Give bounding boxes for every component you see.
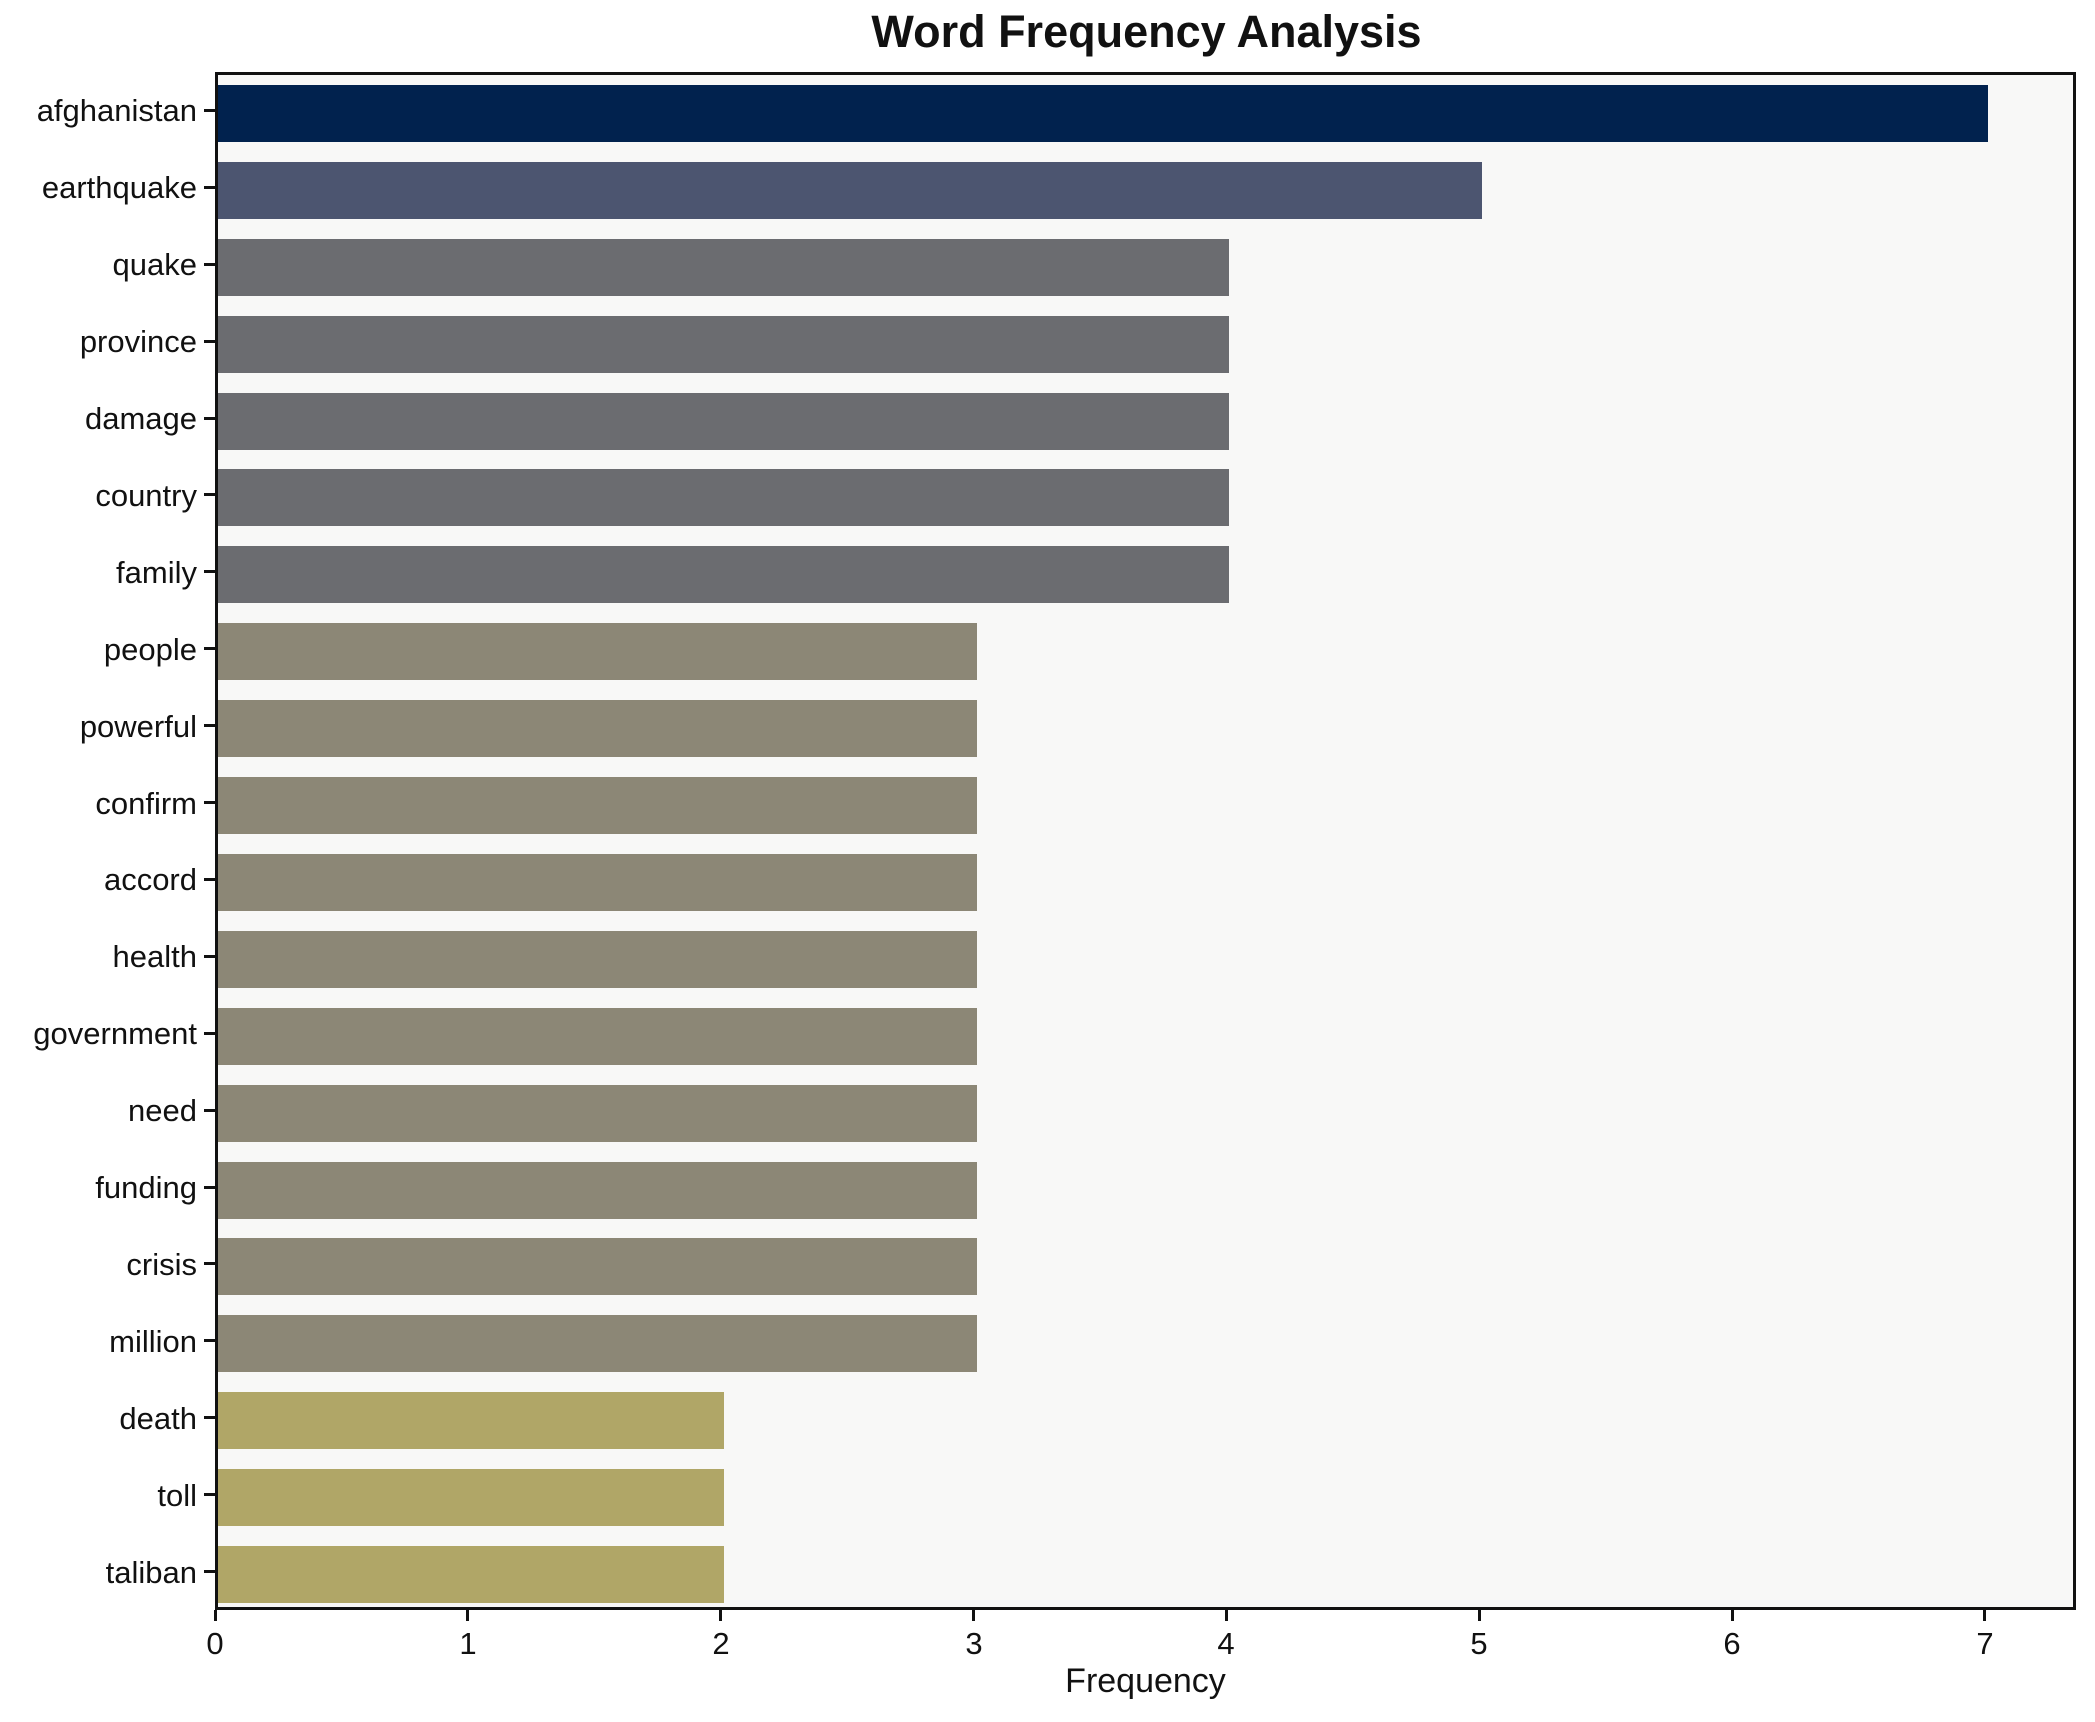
y-tick-mark bbox=[204, 1262, 215, 1265]
bar-government bbox=[218, 1007, 977, 1065]
x-tick-label-7: 7 bbox=[1976, 1626, 1994, 1661]
bar-taliban bbox=[218, 1546, 724, 1604]
bar-powerful bbox=[218, 700, 977, 758]
y-tick-label-confirm: confirm bbox=[95, 786, 197, 821]
y-tick-mark bbox=[204, 955, 215, 958]
y-tick-mark bbox=[204, 340, 215, 343]
y-tick-mark bbox=[204, 186, 215, 189]
y-tick-label-country: country bbox=[95, 478, 197, 513]
y-tick-mark bbox=[204, 1416, 215, 1419]
bar-family bbox=[218, 546, 1229, 604]
y-tick-mark bbox=[204, 1339, 215, 1342]
y-tick-mark bbox=[204, 570, 215, 573]
y-tick-label-powerful: powerful bbox=[79, 709, 197, 744]
bar-earthquake bbox=[218, 161, 1482, 219]
y-tick-mark bbox=[204, 493, 215, 496]
bar-accord bbox=[218, 853, 977, 911]
x-tick-mark bbox=[1225, 1610, 1228, 1621]
x-tick-mark bbox=[214, 1610, 217, 1621]
x-tick-mark bbox=[1983, 1610, 1986, 1621]
x-tick-label-4: 4 bbox=[1217, 1626, 1235, 1661]
y-tick-label-damage: damage bbox=[84, 401, 197, 436]
y-tick-label-toll: toll bbox=[157, 1478, 197, 1513]
y-tick-mark bbox=[204, 724, 215, 727]
y-tick-label-crisis: crisis bbox=[126, 1247, 197, 1282]
bar-quake bbox=[218, 238, 1229, 296]
y-tick-mark bbox=[204, 1032, 215, 1035]
chart-title: Word Frequency Analysis bbox=[871, 6, 1422, 57]
y-tick-label-government: government bbox=[33, 1016, 197, 1051]
x-tick-label-5: 5 bbox=[1470, 1626, 1488, 1661]
x-tick-mark bbox=[1731, 1610, 1734, 1621]
y-tick-label-afghanistan: afghanistan bbox=[36, 93, 197, 128]
x-axis-label: Frequency bbox=[1065, 1662, 1226, 1700]
y-tick-label-million: million bbox=[109, 1324, 197, 1359]
y-tick-mark bbox=[204, 1570, 215, 1573]
x-tick-label-6: 6 bbox=[1723, 1626, 1741, 1661]
y-tick-mark bbox=[204, 1493, 215, 1496]
bar-death bbox=[218, 1392, 724, 1450]
bar-million bbox=[218, 1315, 977, 1373]
bar-damage bbox=[218, 392, 1229, 450]
bar-confirm bbox=[218, 777, 977, 835]
bar-country bbox=[218, 469, 1229, 527]
y-tick-label-family: family bbox=[116, 555, 197, 590]
bar-province bbox=[218, 315, 1229, 373]
bar-crisis bbox=[218, 1238, 977, 1296]
x-tick-label-0: 0 bbox=[206, 1626, 224, 1661]
y-tick-label-people: people bbox=[103, 632, 197, 667]
y-tick-mark bbox=[204, 263, 215, 266]
bar-afghanistan bbox=[218, 84, 1988, 142]
x-tick-mark bbox=[1478, 1610, 1481, 1621]
y-tick-label-need: need bbox=[128, 1093, 197, 1128]
y-tick-mark bbox=[204, 417, 215, 420]
y-tick-label-death: death bbox=[119, 1401, 197, 1436]
plot-area bbox=[215, 72, 2076, 1610]
y-tick-label-accord: accord bbox=[103, 862, 197, 897]
bar-people bbox=[218, 623, 977, 681]
y-tick-mark bbox=[204, 878, 215, 881]
x-tick-label-2: 2 bbox=[712, 1626, 730, 1661]
x-tick-mark bbox=[719, 1610, 722, 1621]
x-tick-mark bbox=[972, 1610, 975, 1621]
y-tick-mark bbox=[204, 647, 215, 650]
y-tick-label-health: health bbox=[112, 939, 197, 974]
x-tick-label-3: 3 bbox=[965, 1626, 983, 1661]
y-tick-mark bbox=[204, 1186, 215, 1189]
x-tick-label-1: 1 bbox=[459, 1626, 477, 1661]
bar-health bbox=[218, 930, 977, 988]
y-tick-label-earthquake: earthquake bbox=[41, 170, 197, 205]
x-tick-mark bbox=[466, 1610, 469, 1621]
bar-toll bbox=[218, 1469, 724, 1527]
y-tick-mark bbox=[204, 801, 215, 804]
y-tick-label-funding: funding bbox=[95, 1170, 197, 1205]
bar-need bbox=[218, 1084, 977, 1142]
y-tick-label-taliban: taliban bbox=[105, 1555, 197, 1590]
y-tick-mark bbox=[204, 109, 215, 112]
y-tick-label-quake: quake bbox=[112, 247, 197, 282]
y-tick-mark bbox=[204, 1109, 215, 1112]
y-tick-label-province: province bbox=[79, 324, 197, 359]
bar-funding bbox=[218, 1161, 977, 1219]
